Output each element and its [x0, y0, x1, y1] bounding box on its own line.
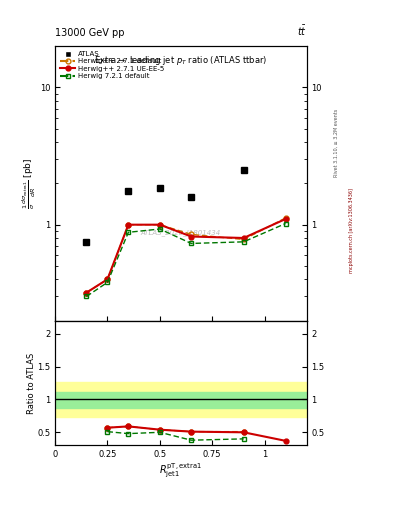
Line: Herwig++ 2.7.1 default: Herwig++ 2.7.1 default: [84, 216, 288, 295]
Text: ATLAS_2020_I1801434: ATLAS_2020_I1801434: [141, 229, 221, 236]
Herwig 7.2.1 default: [126, 229, 131, 236]
Herwig++ 2.7.1 UE-EE-5: [84, 290, 89, 296]
ATLAS: [241, 167, 246, 173]
Herwig++ 2.7.1 UE-EE-5: [126, 222, 131, 228]
Herwig 7.2.1 default: [283, 221, 288, 227]
Bar: [55, 392, 307, 408]
X-axis label: $R_{\rm jet1}^{\rm pT,extra1}$: $R_{\rm jet1}^{\rm pT,extra1}$: [159, 462, 202, 480]
Herwig++ 2.7.1 UE-EE-5: [158, 222, 162, 228]
Herwig 7.2.1 default: [158, 226, 162, 232]
Herwig++ 2.7.1 default: [241, 237, 246, 243]
Herwig++ 2.7.1 default: [158, 222, 162, 228]
Herwig 7.2.1 default: [105, 280, 110, 286]
Herwig++ 2.7.1 default: [189, 231, 194, 238]
Herwig++ 2.7.1 UE-EE-5: [105, 276, 110, 283]
Herwig++ 2.7.1 UE-EE-5: [189, 233, 194, 240]
Herwig 7.2.1 default: [189, 240, 194, 246]
Text: mcplots.cern.ch [arXiv:1306.3436]: mcplots.cern.ch [arXiv:1306.3436]: [349, 188, 354, 273]
ATLAS: [126, 188, 131, 195]
ATLAS: [189, 194, 194, 200]
Text: $t\bar{t}$: $t\bar{t}$: [297, 25, 307, 38]
Bar: [55, 382, 307, 417]
Line: ATLAS: ATLAS: [83, 167, 247, 245]
Herwig++ 2.7.1 UE-EE-5: [283, 216, 288, 222]
Y-axis label: Ratio to ATLAS: Ratio to ATLAS: [27, 352, 36, 414]
Herwig++ 2.7.1 default: [126, 222, 131, 228]
ATLAS: [84, 239, 89, 245]
Line: Herwig 7.2.1 default: Herwig 7.2.1 default: [84, 221, 288, 299]
Herwig++ 2.7.1 UE-EE-5: [241, 235, 246, 241]
Legend: ATLAS, Herwig++ 2.7.1 default, Herwig++ 2.7.1 UE-EE-5, Herwig 7.2.1 default: ATLAS, Herwig++ 2.7.1 default, Herwig++ …: [59, 50, 165, 80]
Herwig++ 2.7.1 default: [283, 215, 288, 221]
Y-axis label: $\frac{1}{\sigma}\frac{d\sigma_{\rm extra1}}{dR}$ [pb]: $\frac{1}{\sigma}\frac{d\sigma_{\rm extr…: [20, 158, 38, 209]
Herwig++ 2.7.1 default: [84, 290, 89, 296]
Text: 13000 GeV pp: 13000 GeV pp: [55, 28, 125, 38]
Text: Extra$\rightarrow$ leading jet $p_T$ ratio (ATLAS ttbar): Extra$\rightarrow$ leading jet $p_T$ rat…: [94, 54, 267, 67]
Herwig 7.2.1 default: [84, 293, 89, 300]
Herwig++ 2.7.1 default: [105, 276, 110, 283]
Line: Herwig++ 2.7.1 UE-EE-5: Herwig++ 2.7.1 UE-EE-5: [84, 217, 288, 295]
Herwig 7.2.1 default: [241, 239, 246, 245]
ATLAS: [158, 185, 162, 191]
Text: Rivet 3.1.10, ≥ 3.2M events: Rivet 3.1.10, ≥ 3.2M events: [334, 109, 338, 178]
